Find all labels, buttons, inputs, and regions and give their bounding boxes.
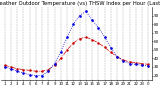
- Title: Milwaukee Weather Outdoor Temperature (vs) THSW Index per Hour (Last 24 Hours): Milwaukee Weather Outdoor Temperature (v…: [0, 1, 160, 6]
